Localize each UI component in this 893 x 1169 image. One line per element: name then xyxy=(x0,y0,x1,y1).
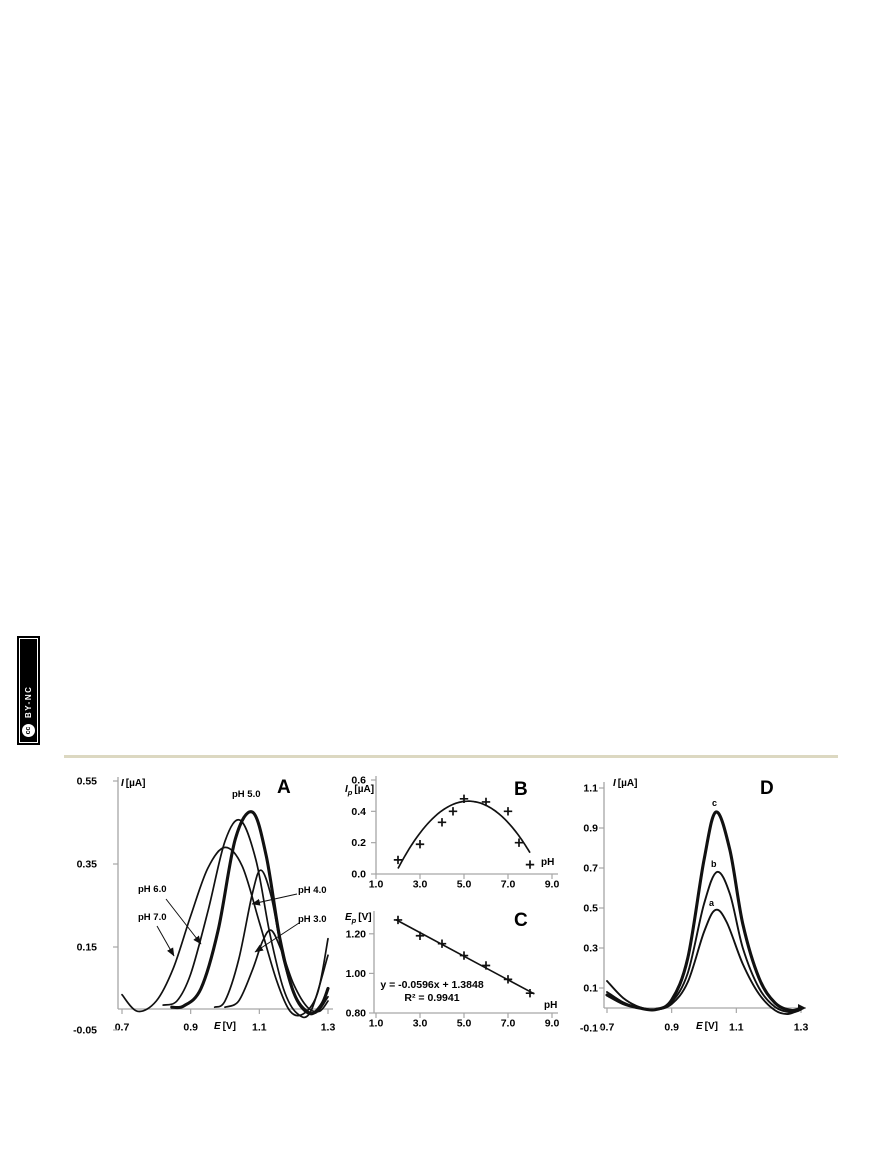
x-tick-label: 3.0 xyxy=(413,879,428,891)
annotation-arrow xyxy=(156,925,175,957)
x-tick-label: 5.0 xyxy=(457,879,472,891)
regression-annotation: y = -0.0596x + 1.3848 R² = 0.9941 xyxy=(357,979,507,1005)
curve-label-ph7: pH 7.0 xyxy=(138,912,167,923)
data-point-marker xyxy=(437,818,447,827)
y-tick-label: 0.35 xyxy=(77,859,98,871)
y-tick-label: 0.80 xyxy=(346,1008,367,1020)
separator-rule xyxy=(64,755,838,758)
data-point-marker xyxy=(415,840,425,849)
data-point-marker xyxy=(503,807,513,816)
y-tick-label: -0.05 xyxy=(73,1025,97,1037)
x-tick-label: 1.0 xyxy=(369,1018,384,1030)
cc-license-badge[interactable]: cc BY-NC xyxy=(17,636,40,745)
regression-r-squared: R² = 0.9941 xyxy=(404,992,460,1004)
curve-label-ph3: pH 3.0 xyxy=(298,914,327,925)
panel-d-letter: D xyxy=(760,778,774,799)
y-tick-label: -0.1 xyxy=(580,1023,598,1035)
x-tick-label: 3.0 xyxy=(413,1018,428,1030)
voltammogram-curve-c xyxy=(605,810,803,1013)
panel-b-x-axis-title: pH xyxy=(541,857,555,868)
x-tick-label: 0.9 xyxy=(664,1022,679,1034)
panel-d-x-axis-title: E [V] xyxy=(696,1021,719,1032)
voltammogram-curve-pH60 xyxy=(162,818,329,1019)
voltammogram-curve-pH30 xyxy=(224,929,329,1013)
curve-label-ph6: pH 6.0 xyxy=(138,884,167,895)
data-point-marker xyxy=(393,855,403,865)
x-tick-label: 1.3 xyxy=(794,1022,809,1034)
cc-badge-frame: cc BY-NC xyxy=(19,638,38,743)
panel-c-y-axis-title: Ep [V] xyxy=(345,912,372,925)
y-tick-label: 1.1 xyxy=(583,783,598,795)
voltammogram-curve-b xyxy=(606,870,802,1014)
axis-end-arrow xyxy=(798,1004,806,1012)
curve-label-c: c xyxy=(712,798,718,808)
x-tick-label: 1.1 xyxy=(252,1022,267,1034)
voltammogram-curve-pH50 xyxy=(170,810,330,1016)
curve-label-ph5: pH 5.0 xyxy=(232,789,261,800)
panel-c-x-axis-title: pH xyxy=(544,1000,558,1011)
regression-line xyxy=(395,918,535,995)
x-tick-label: 1.3 xyxy=(321,1022,336,1034)
annotation-arrow xyxy=(251,893,298,906)
x-tick-label: 0.7 xyxy=(600,1022,615,1034)
x-tick-label: 9.0 xyxy=(545,879,560,891)
fit-curve xyxy=(397,800,531,869)
y-tick-label: 0.3 xyxy=(583,943,598,955)
x-tick-label: 5.0 xyxy=(457,1018,472,1030)
y-tick-label: 0.1 xyxy=(583,983,598,995)
regression-equation: y = -0.0596x + 1.3848 xyxy=(380,979,484,991)
data-point-marker xyxy=(448,807,458,816)
x-tick-label: 9.0 xyxy=(545,1018,560,1030)
y-tick-label: 0.6 xyxy=(351,775,366,787)
y-tick-label: 1.20 xyxy=(346,928,367,940)
data-point-marker xyxy=(525,860,535,869)
panel-b-y-axis-title: Ip [µA] xyxy=(345,784,375,797)
curve-label-ph4: pH 4.0 xyxy=(298,885,327,896)
y-tick-label: 1.00 xyxy=(346,968,367,980)
y-tick-label: 0.4 xyxy=(351,806,366,818)
panel-b-letter: B xyxy=(514,779,528,800)
panel-a-letter: A xyxy=(277,777,291,798)
panel-a-y-axis-title: I [µA] xyxy=(121,778,146,789)
x-tick-label: 1.1 xyxy=(729,1022,744,1034)
x-tick-label: 0.9 xyxy=(183,1022,198,1034)
x-tick-label: 7.0 xyxy=(501,1018,516,1030)
y-tick-label: 0.9 xyxy=(583,823,598,835)
panel-c-letter: C xyxy=(514,910,528,931)
y-tick-label: 0.5 xyxy=(583,903,598,915)
data-point-marker xyxy=(514,838,524,847)
curve-label-a: a xyxy=(709,898,715,908)
y-tick-label: 0.2 xyxy=(351,837,366,849)
panel-d-y-axis-title: I [µA] xyxy=(613,778,638,789)
y-tick-label: 0.0 xyxy=(351,869,366,881)
curve-label-b: b xyxy=(711,859,717,869)
y-tick-label: 0.55 xyxy=(77,776,98,788)
panel-a-x-axis-title: E [V] xyxy=(214,1021,237,1032)
annotation-arrow xyxy=(254,922,300,953)
annotation-arrow xyxy=(165,898,202,945)
x-tick-label: 7.0 xyxy=(501,879,516,891)
x-tick-label: 1.0 xyxy=(369,879,384,891)
y-tick-label: 0.15 xyxy=(77,942,98,954)
y-tick-label: 0.7 xyxy=(583,863,598,875)
x-tick-label: 0.7 xyxy=(115,1022,130,1034)
